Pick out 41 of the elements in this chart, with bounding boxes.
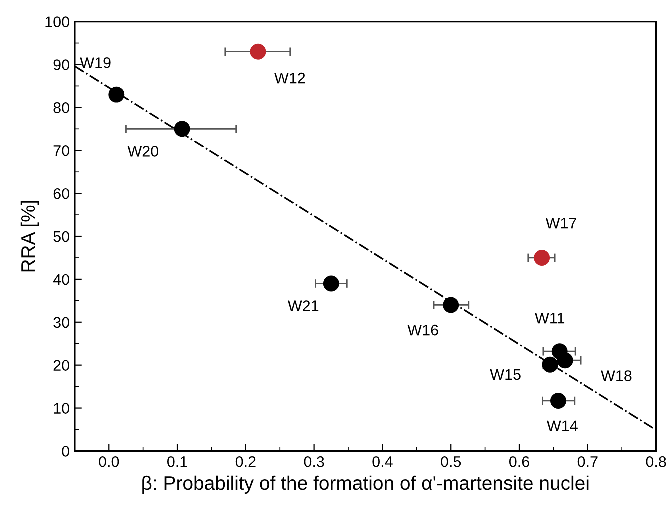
y-tick-label: 50: [54, 231, 70, 242]
x-tick-label: 0.5: [441, 456, 462, 468]
annotation: W12: [274, 72, 306, 84]
y-tick-label: 30: [54, 317, 70, 328]
annotation: W19: [80, 58, 111, 68]
annotation: W20: [128, 146, 159, 157]
y-axis-title: RRA [%]: [20, 201, 40, 272]
x-tick-label: 0.6: [509, 456, 530, 468]
annotation: W16: [408, 324, 438, 336]
annotation: W11: [535, 313, 565, 324]
x-tick-label: 0.1: [168, 456, 188, 468]
annotation: W18: [601, 370, 632, 382]
y-tick-label: 70: [54, 145, 70, 156]
y-tick-label: 90: [54, 60, 70, 70]
x-tick-label: 0.4: [372, 456, 393, 468]
x-tick-label: 0.7: [578, 456, 598, 468]
point: [542, 356, 558, 373]
point: [534, 250, 550, 266]
x-axis-title: β: Probability of the formation of α'-martensite nuclei: [142, 476, 589, 494]
annotation: W17: [546, 218, 576, 229]
annotation: W15: [490, 369, 521, 380]
point: [108, 86, 125, 103]
y-tick-label: 100: [46, 16, 70, 28]
annotation: W14: [547, 420, 578, 432]
point: [557, 352, 574, 369]
y-tick-label: 80: [54, 102, 70, 114]
y-tick-label: 10: [54, 403, 70, 414]
point: [174, 121, 190, 138]
x-tick-label: 0.3: [304, 456, 324, 468]
point: [323, 276, 340, 292]
y-tick-label: 20: [54, 360, 70, 372]
point: [250, 44, 266, 60]
x-tick-label: 0.8: [646, 456, 666, 468]
x-tick-label: 0.2: [236, 456, 256, 468]
y-tick-label: 40: [53, 274, 70, 286]
y-tick-label: 60: [54, 188, 70, 200]
point: [550, 393, 566, 409]
point: [443, 297, 460, 314]
y-tick-label: 0: [62, 446, 70, 457]
annotation: W21: [288, 300, 319, 312]
x-tick-label: 0.0: [99, 456, 120, 468]
